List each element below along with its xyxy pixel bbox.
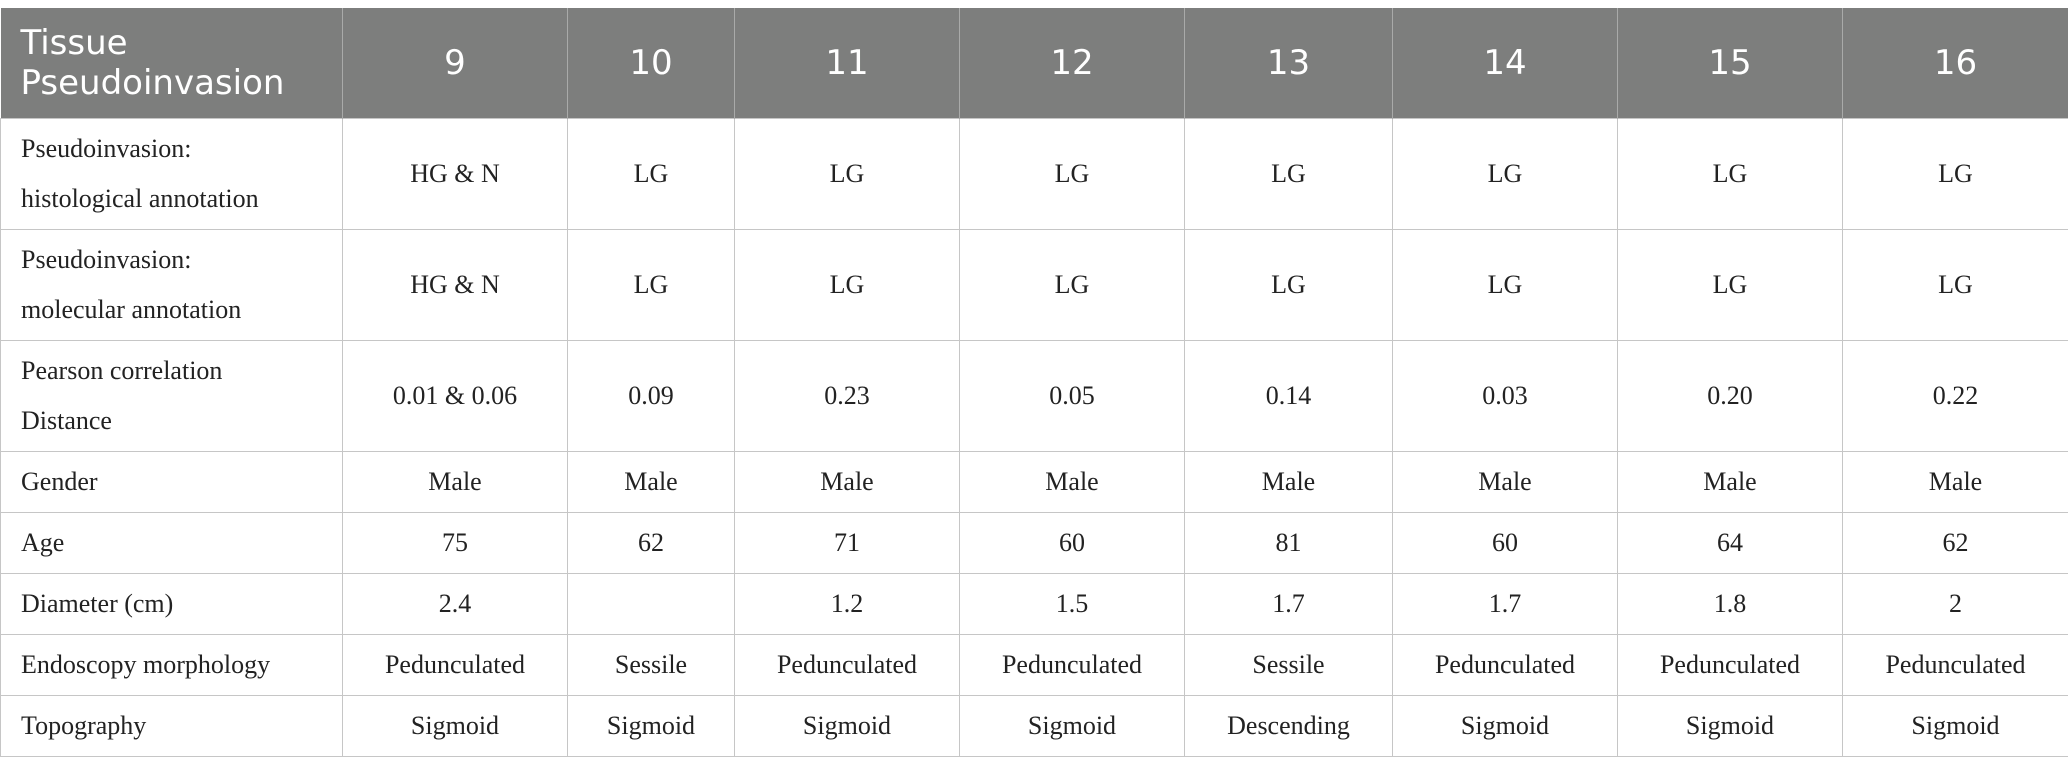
table-cell: Pedunculated	[342, 634, 568, 696]
table-cell: HG & N	[342, 229, 568, 341]
table-cell: 0.23	[734, 340, 960, 452]
table-cell: Male	[1842, 451, 2068, 513]
header-label-line1: Tissue	[20, 23, 128, 63]
table-cell: 0.01 & 0.06	[342, 340, 568, 452]
table-cell: 1.7	[1184, 573, 1393, 635]
row-label: Pearson correlation Distance	[0, 340, 343, 452]
table-cell: Sigmoid	[734, 695, 960, 757]
header-cell-col-12: 12	[959, 8, 1185, 119]
table-cell: LG	[1184, 229, 1393, 341]
row-label-line2: molecular annotation	[21, 295, 242, 324]
table-cell: LG	[734, 118, 960, 230]
table-cell: Male	[959, 451, 1185, 513]
table-cell: 1.2	[734, 573, 960, 635]
row-label-line1: Pseudoinvasion:	[21, 245, 192, 274]
table-cell: Sessile	[567, 634, 735, 696]
table-cell: 1.7	[1392, 573, 1618, 635]
table-cell: Sessile	[1184, 634, 1393, 696]
table-cell: 60	[959, 512, 1185, 574]
table-cell: Male	[1184, 451, 1393, 513]
table-row: Endoscopy morphology Pedunculated Sessil…	[0, 634, 2068, 696]
table-row: Diameter (cm) 2.4 1.2 1.5 1.7 1.7 1.8 2	[0, 573, 2068, 635]
table-cell: 75	[342, 512, 568, 574]
table-cell: LG	[567, 118, 735, 230]
row-label: Pseudoinvasion: histological annotation	[0, 118, 343, 230]
table-cell: 71	[734, 512, 960, 574]
table-cell: Pedunculated	[734, 634, 960, 696]
table-cell: 1.5	[959, 573, 1185, 635]
table-cell: Sigmoid	[1617, 695, 1843, 757]
table-cell: LG	[959, 118, 1185, 230]
header-cell-col-16: 16	[1842, 8, 2068, 119]
row-label-line1: Pseudoinvasion:	[21, 134, 192, 163]
header-cell-col-11: 11	[734, 8, 960, 119]
data-table: Tissue Pseudoinvasion 9 10 11 12 13 14 1…	[0, 8, 2068, 757]
table-cell: Pedunculated	[1842, 634, 2068, 696]
table-row: Topography Sigmoid Sigmoid Sigmoid Sigmo…	[0, 695, 2068, 757]
table-cell: LG	[1184, 118, 1393, 230]
header-cell-col-13: 13	[1184, 8, 1393, 119]
header-cell-col-9: 9	[342, 8, 568, 119]
table-row: Gender Male Male Male Male Male Male Mal…	[0, 451, 2068, 513]
header-row: Tissue Pseudoinvasion 9 10 11 12 13 14 1…	[0, 8, 2068, 119]
header-cell-col-14: 14	[1392, 8, 1618, 119]
table-cell: 0.09	[567, 340, 735, 452]
row-label: Diameter (cm)	[0, 573, 343, 635]
table-cell: 62	[567, 512, 735, 574]
table-cell: LG	[567, 229, 735, 341]
table-cell: Descending	[1184, 695, 1393, 757]
header-cell-label: Tissue Pseudoinvasion	[0, 8, 343, 119]
row-label: Age	[0, 512, 343, 574]
row-label: Pseudoinvasion: molecular annotation	[0, 229, 343, 341]
table-cell: 62	[1842, 512, 2068, 574]
table-cell: 0.20	[1617, 340, 1843, 452]
table-cell: Male	[734, 451, 960, 513]
table-cell: LG	[1617, 229, 1843, 341]
table-cell: Pedunculated	[959, 634, 1185, 696]
row-label-line2: histological annotation	[21, 184, 259, 213]
row-label: Topography	[0, 695, 343, 757]
table-cell: LG	[959, 229, 1185, 341]
row-label: Gender	[0, 451, 343, 513]
table-cell: Sigmoid	[959, 695, 1185, 757]
table-cell: 1.8	[1617, 573, 1843, 635]
table-cell: 0.22	[1842, 340, 2068, 452]
table-cell: LG	[1617, 118, 1843, 230]
table-cell: 0.05	[959, 340, 1185, 452]
table-cell: Male	[1392, 451, 1618, 513]
table-cell: Sigmoid	[1392, 695, 1618, 757]
table-cell: Male	[567, 451, 735, 513]
table-cell: LG	[1842, 118, 2068, 230]
table-row: Pseudoinvasion: histological annotation …	[0, 118, 2068, 230]
table-cell: LG	[734, 229, 960, 341]
row-label-line1: Pearson correlation	[21, 356, 223, 385]
table-row: Pseudoinvasion: molecular annotation HG …	[0, 229, 2068, 341]
table-cell	[567, 573, 735, 635]
table-row: Age 75 62 71 60 81 60 64 62	[0, 512, 2068, 574]
table-row: Pearson correlation Distance 0.01 & 0.06…	[0, 340, 2068, 452]
table-cell: Sigmoid	[567, 695, 735, 757]
table-cell: 60	[1392, 512, 1618, 574]
table-cell: Pedunculated	[1392, 634, 1618, 696]
table-cell: 81	[1184, 512, 1393, 574]
header-label-line2: Pseudoinvasion	[20, 63, 285, 103]
row-label-line2: Distance	[21, 406, 112, 435]
table-cell: Sigmoid	[342, 695, 568, 757]
header-cell-col-15: 15	[1617, 8, 1843, 119]
header-cell-col-10: 10	[567, 8, 735, 119]
table-cell: 0.14	[1184, 340, 1393, 452]
table-cell: 0.03	[1392, 340, 1618, 452]
table-cell: 64	[1617, 512, 1843, 574]
table-cell: 2	[1842, 573, 2068, 635]
table-cell: Male	[342, 451, 568, 513]
table-cell: 2.4	[342, 573, 568, 635]
row-label: Endoscopy morphology	[0, 634, 343, 696]
table-cell: Sigmoid	[1842, 695, 2068, 757]
table-cell: Pedunculated	[1617, 634, 1843, 696]
table-cell: LG	[1392, 229, 1618, 341]
table-cell: Male	[1617, 451, 1843, 513]
table-cell: HG & N	[342, 118, 568, 230]
table-cell: LG	[1842, 229, 2068, 341]
table-cell: LG	[1392, 118, 1618, 230]
